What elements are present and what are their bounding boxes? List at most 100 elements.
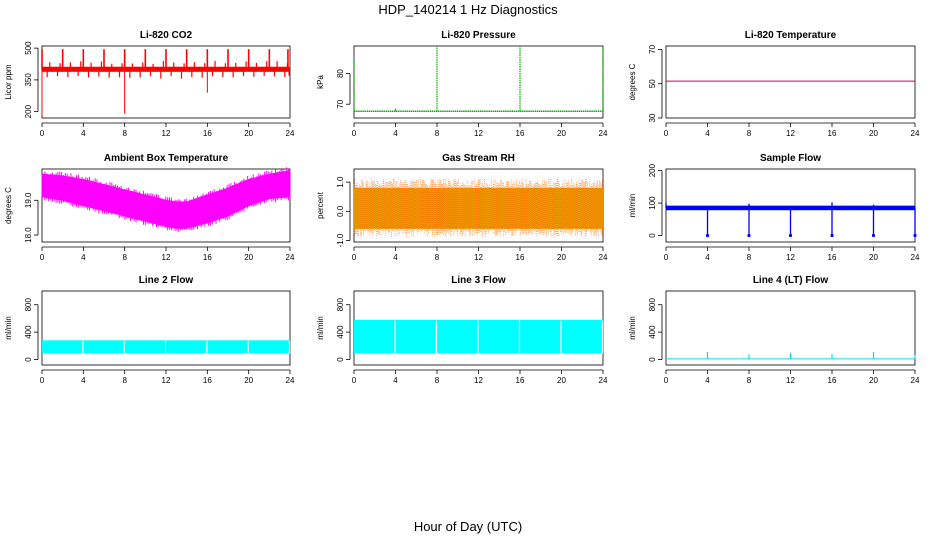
flow-dip-point [830,233,834,238]
x-tick-label: 4 [81,376,86,385]
x-tick-label: 8 [122,376,127,385]
figure-title: HDP_140214 1 Hz Diagnostics [378,2,558,17]
x-tick-label: 16 [828,376,837,385]
x-tick-label: 12 [786,376,795,385]
data-series [353,46,604,113]
x-tick-label: 12 [786,129,795,138]
x-tick-label: 16 [203,129,212,138]
x-tick-label: 4 [705,376,710,385]
x-tick-label: 16 [516,253,525,262]
chart-panel: Gas Stream RH 0 4 8 12 16 20 24 -1.0 0.0 1.0 percen… [316,153,608,262]
chart-panel: Line 3 Flow 0 4 8 12 16 20 24 0 400 800 ml/min [316,275,608,385]
panel-title: Gas Stream RH [442,153,515,164]
panel-title: Line 3 Flow [451,275,506,286]
flow-band [666,205,915,211]
flow-dip-point [747,233,751,238]
x-tick-label: 20 [557,376,566,385]
y-axis-label: degrees C [4,187,13,224]
x-tick-label: 0 [40,129,45,138]
x-tick-label: 4 [393,253,398,262]
y-tick-label: 0.0 [336,205,345,217]
x-tick-label: 24 [286,253,295,262]
y-axis-label: ml/min [628,194,637,218]
y-tick-label: 0 [648,233,657,238]
x-tick-label: 20 [869,253,878,262]
x-tick-label: 16 [203,253,212,262]
chart-panel: Li-820 Pressure 0 4 8 12 16 20 24 70 80 kPa [316,30,608,138]
y-tick-label: 350 [24,73,33,87]
x-tick-label: 8 [435,129,440,138]
data-series [665,202,917,238]
plot-frame [665,290,916,366]
data-series [41,49,290,116]
y-tick-label: 19.0 [24,192,33,208]
x-tick-label: 0 [352,129,357,138]
x-tick-label: 24 [911,376,920,385]
x-tick-label: 8 [747,376,752,385]
y-tick-label: 50 [648,79,657,88]
y-tick-label: 18.0 [24,227,33,243]
flow-dip-point [871,233,876,238]
x-tick-label: 20 [244,376,253,385]
y-axis-label: degrees C [628,63,637,100]
chart-panel: Ambient Box Temperature 0 4 8 12 16 20 24 18.0 19… [4,153,295,262]
y-axis-label: ml/min [628,316,637,340]
y-tick-label: 70 [648,44,657,53]
data-series [42,340,291,354]
x-tick-label: 16 [828,129,837,138]
y-tick-label: 400 [24,325,33,339]
y-tick-label: -1.0 [336,233,345,247]
x-tick-label: 20 [869,129,878,138]
x-tick-label: 20 [557,129,566,138]
y-axis-label: Licor ppm [4,64,13,99]
x-tick-label: 4 [705,129,710,138]
chart-panel: Sample Flow 0 4 8 12 16 20 24 0 100 200 ml/min [628,153,920,262]
panel-title: Ambient Box Temperature [104,153,229,164]
x-tick-label: 4 [393,376,398,385]
panel-title: Sample Flow [760,153,821,164]
y-tick-label: 0 [336,357,345,362]
x-tick-label: 4 [81,253,86,262]
y-tick-label: 80 [336,69,345,78]
plot-frame [353,45,604,119]
y-tick-label: 200 [24,104,33,118]
plot-frame [41,168,291,243]
x-tick-label: 16 [516,376,525,385]
chart-panel: Li-820 CO2 0 4 8 12 16 20 24 200 350 500 Licor ppm [4,30,295,138]
x-tick-label: 16 [516,129,525,138]
chart-panel: Li-820 Temperature 0 4 8 12 16 20 24 30 50 70 degre… [628,30,920,138]
y-tick-label: 0 [24,357,33,362]
x-tick-label: 20 [244,253,253,262]
plot-frame [665,45,916,119]
y-axis-label: kPa [316,75,325,89]
data-series [353,178,603,238]
chart-panel: Line 4 (LT) Flow 0 4 8 12 16 20 24 0 400 800 ml/min [628,275,920,385]
x-tick-label: 16 [828,253,837,262]
x-tick-label: 12 [786,253,795,262]
y-tick-label: 400 [336,325,345,339]
x-tick-label: 8 [122,253,127,262]
x-tick-label: 12 [162,376,171,385]
x-tick-label: 0 [664,253,669,262]
x-tick-label: 0 [40,376,45,385]
x-tick-label: 20 [244,129,253,138]
y-tick-label: 0 [648,357,657,362]
x-tick-label: 24 [286,129,295,138]
x-tick-label: 4 [81,129,86,138]
x-tick-label: 4 [393,129,398,138]
x-tick-label: 12 [474,376,483,385]
y-tick-label: 500 [24,41,33,55]
panel-title: Line 4 (LT) Flow [753,275,829,286]
flow-dip-point [913,233,917,238]
y-tick-label: 200 [648,163,657,177]
x-tick-label: 24 [911,129,920,138]
panel-title: Li-820 CO2 [140,30,193,41]
x-tick-label: 8 [435,376,440,385]
x-tick-label: 12 [474,253,483,262]
x-tick-label: 24 [599,253,608,262]
x-tick-label: 12 [162,129,171,138]
x-tick-label: 12 [162,253,171,262]
y-tick-label: 70 [336,99,345,108]
